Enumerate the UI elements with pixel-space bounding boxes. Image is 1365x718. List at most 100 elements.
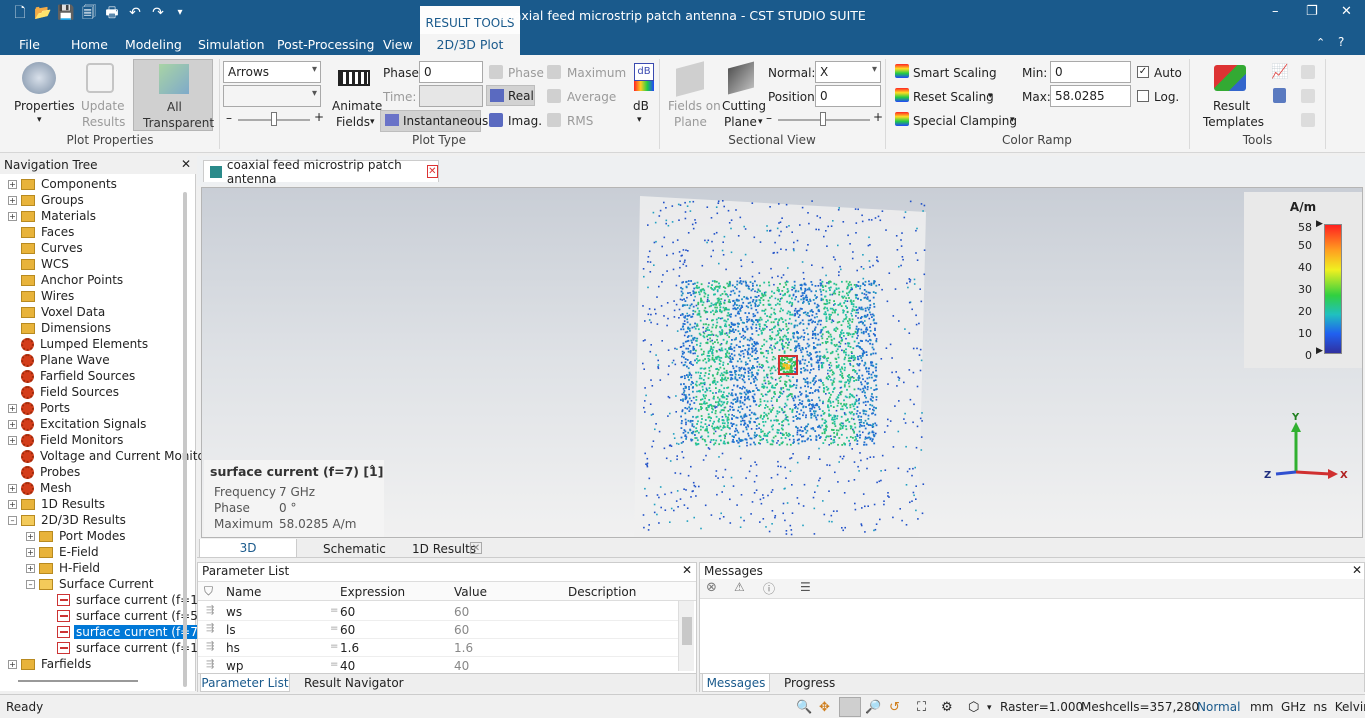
- column-name[interactable]: Name: [226, 585, 262, 599]
- animate-fields-label-2[interactable]: Fields: [336, 115, 370, 129]
- tree-item[interactable]: Voltage and Current Monitors: [8, 448, 218, 464]
- phase-mode-button[interactable]: Phase: [508, 66, 544, 80]
- tab-parameter-list[interactable]: Parameter List: [200, 674, 290, 692]
- raster-value[interactable]: Raster=1.000: [1000, 700, 1084, 714]
- warning-filter-icon[interactable]: ⚠: [734, 580, 745, 594]
- pan-icon[interactable]: ✥: [819, 700, 830, 715]
- tab-post-processing[interactable]: Post-Processing: [277, 37, 375, 52]
- reset-scaling-dropdown-icon[interactable]: ▾: [988, 91, 993, 101]
- close-icon[interactable]: ✕: [180, 157, 191, 171]
- reset-scaling-button[interactable]: Reset Scaling: [913, 90, 994, 104]
- tree-item[interactable]: + Port Modes: [26, 528, 128, 544]
- tree-item[interactable]: +1D Results: [8, 496, 107, 512]
- legend-min-marker-icon[interactable]: ▶: [1316, 346, 1323, 356]
- close-button[interactable]: ✕: [1341, 4, 1352, 19]
- surface-current-plot[interactable]: [202, 188, 1362, 537]
- db-button[interactable]: dB: [633, 99, 649, 113]
- auto-checkbox[interactable]: ✓: [1137, 66, 1149, 78]
- tree-item[interactable]: – 2D/3D Results: [8, 512, 128, 528]
- cube-dropdown-icon[interactable]: ▾: [987, 703, 992, 713]
- db-dropdown-icon[interactable]: ▾: [637, 115, 642, 125]
- info-filter-icon[interactable]: ⓘ: [763, 582, 776, 596]
- tree-item[interactable]: Probes: [8, 464, 82, 480]
- slider-minus-icon[interactable]: –: [226, 111, 232, 125]
- tree-item[interactable]: + Farfields: [8, 656, 93, 672]
- undo-icon[interactable]: ↶: [129, 5, 141, 21]
- expand-icon[interactable]: +: [8, 403, 17, 413]
- smart-scaling-button[interactable]: Smart Scaling: [913, 66, 997, 80]
- expand-icon[interactable]: +: [8, 435, 17, 445]
- tree-item[interactable]: surface current (f=1: [44, 592, 200, 608]
- tab-2d3d-plot[interactable]: 2D/3D Plot: [420, 34, 520, 55]
- cutting-plane-dropdown-icon[interactable]: ▾: [758, 117, 763, 127]
- tree-item[interactable]: Curves: [8, 240, 85, 256]
- close-icon[interactable]: ✕: [470, 542, 482, 554]
- min-input[interactable]: 0: [1050, 61, 1131, 83]
- tree-item[interactable]: Dimensions: [8, 320, 113, 336]
- column-value[interactable]: Value: [454, 585, 487, 599]
- print-icon[interactable]: 🖶: [105, 5, 119, 21]
- phase-input[interactable]: 0: [419, 61, 483, 83]
- error-filter-icon[interactable]: ⊗: [706, 580, 717, 595]
- legend-max-marker-icon[interactable]: ▶: [1316, 219, 1323, 229]
- tree-item[interactable]: Lumped Elements: [8, 336, 150, 352]
- table-row[interactable]: ⇶ ws = 60 60: [198, 603, 678, 621]
- render-mode[interactable]: Normal: [1197, 700, 1241, 714]
- expand-icon[interactable]: +: [8, 419, 17, 429]
- animate-fields-label-1[interactable]: Animate: [332, 99, 383, 113]
- table-row[interactable]: ⇶ hs = 1.6 1.6: [198, 639, 678, 657]
- tab-1d-results[interactable]: 1D Results: [412, 541, 477, 556]
- zoom-in-icon[interactable]: 🔍: [796, 700, 813, 715]
- restore-button[interactable]: ❐: [1306, 4, 1318, 19]
- expand-icon[interactable]: +: [8, 659, 17, 669]
- filter-icon[interactable]: ⛉: [204, 584, 214, 598]
- tab-schematic[interactable]: Schematic: [323, 541, 386, 556]
- secondary-combo[interactable]: [223, 85, 321, 107]
- tree-item[interactable]: – Surface Current: [26, 576, 156, 592]
- position-slider-plus-icon[interactable]: +: [873, 110, 884, 124]
- collapse-icon[interactable]: –: [26, 579, 35, 589]
- close-icon[interactable]: ✕: [1352, 563, 1363, 577]
- close-icon[interactable]: ✕: [682, 563, 693, 577]
- tree-item[interactable]: + Field Monitors: [8, 432, 125, 448]
- plot-style-combo[interactable]: Arrows: [223, 61, 321, 83]
- imag-button[interactable]: Imag.: [508, 114, 543, 128]
- all-transparent-button[interactable]: All Transparent: [133, 59, 214, 131]
- help-icon[interactable]: ?: [1338, 35, 1345, 49]
- tree-item[interactable]: + H-Field: [26, 560, 102, 576]
- tree-item[interactable]: surface current (f=5: [44, 608, 200, 624]
- cutting-plane-label-1[interactable]: Cutting: [722, 99, 766, 113]
- instantaneous-button[interactable]: Instantaneous: [380, 110, 488, 132]
- parameter-scroll-thumb[interactable]: [682, 617, 692, 645]
- spin-icon[interactable]: ↺: [889, 700, 900, 715]
- chart-line-icon[interactable]: 📈: [1271, 64, 1289, 80]
- properties-dropdown-icon[interactable]: ▾: [37, 115, 42, 125]
- table-row[interactable]: ⇶ ls = 60 60: [198, 621, 678, 639]
- tree-item[interactable]: + Ports: [8, 400, 72, 416]
- column-expression[interactable]: Expression: [340, 585, 406, 599]
- tree-item[interactable]: surface current (f=1: [44, 640, 200, 656]
- view-options-icon[interactable]: ⚙: [941, 700, 953, 715]
- tree-item[interactable]: Faces: [8, 224, 76, 240]
- document-tab[interactable]: coaxial feed microstrip patch antenna ✕: [203, 158, 439, 186]
- save-icon[interactable]: 💾: [57, 5, 75, 21]
- tree-item[interactable]: + Groups: [8, 192, 86, 208]
- update-results-icon[interactable]: [86, 63, 114, 93]
- units-display[interactable]: mm GHz ns Kelvin: [1250, 700, 1365, 714]
- tab-result-navigator[interactable]: Result Navigator: [304, 676, 404, 690]
- save-all-icon[interactable]: 🗐: [82, 5, 96, 21]
- tree-scrollbar[interactable]: [183, 192, 187, 687]
- tree-item[interactable]: + E-Field: [26, 544, 101, 560]
- expand-icon[interactable]: +: [26, 531, 35, 541]
- expand-icon[interactable]: +: [8, 483, 17, 493]
- zoom-icon[interactable]: 🔎: [865, 700, 882, 715]
- tab-progress[interactable]: Progress: [784, 676, 836, 690]
- tab-view[interactable]: View: [383, 37, 413, 52]
- animate-dropdown-icon[interactable]: ▾: [370, 117, 375, 127]
- tree-item[interactable]: Wires: [8, 288, 76, 304]
- close-icon[interactable]: ✕: [426, 165, 439, 178]
- expand-icon[interactable]: +: [8, 499, 17, 509]
- tree-item[interactable]: Anchor Points: [8, 272, 125, 288]
- expand-icon[interactable]: +: [8, 195, 17, 205]
- result-templates-label-1[interactable]: Result: [1213, 99, 1251, 113]
